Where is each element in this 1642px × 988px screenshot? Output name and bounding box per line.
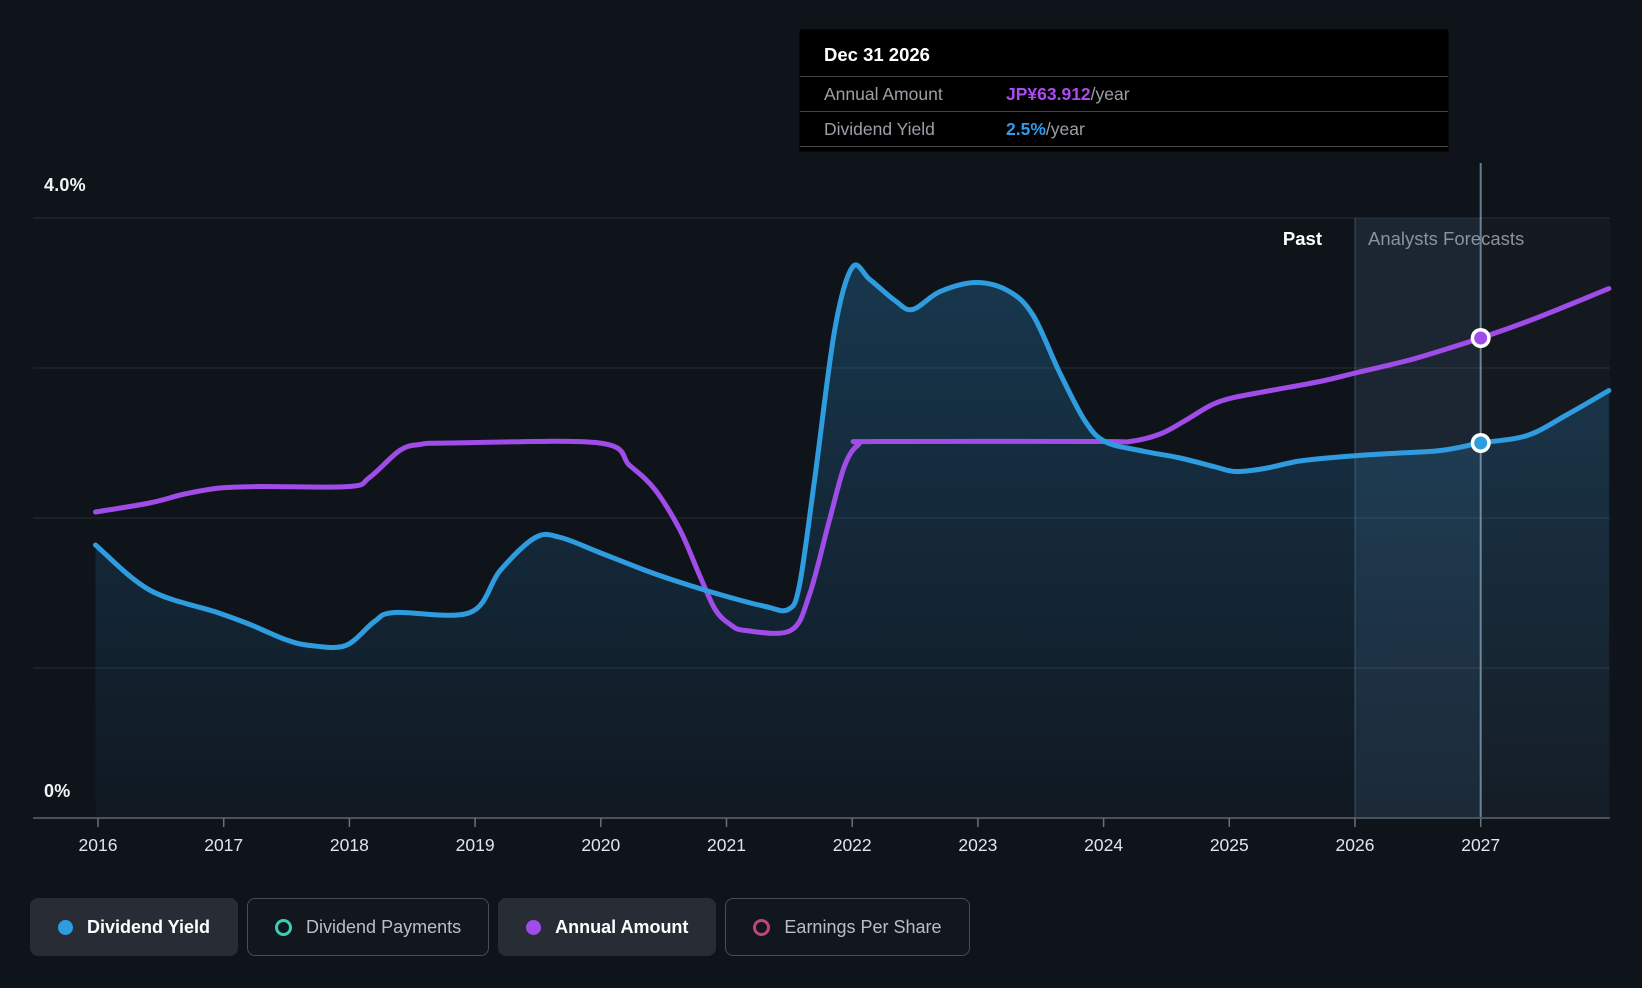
x-axis-label-2017: 2017 [204,835,243,855]
past-label: Past [1282,228,1322,249]
x-axis-label-2016: 2016 [79,835,118,855]
annual-amount-hover-marker[interactable] [1474,331,1488,345]
x-axis-label-2025: 2025 [1210,835,1249,855]
legend-label: Annual Amount [555,916,689,937]
dividend-payments-ring-icon [275,918,293,936]
legend-label: Earnings Per Share [784,916,942,937]
x-axis-label-2018: 2018 [330,835,369,855]
tooltip-row-unit: /year [1090,83,1130,104]
y-axis-bottom-label: 0% [44,781,71,801]
dividend-yield-area-fill [95,264,1609,817]
dividend-chart-canvas[interactable]: 2016 2017 2018 2019 2020 2021 2022 2023 2024 2025… [0,0,1642,856]
tooltip-row-value: 2.5% [1006,118,1046,139]
y-axis-top-label: 4.0% [44,175,86,195]
x-axis-label-2026: 2026 [1336,835,1375,855]
legend-button-earnings-per-share[interactable]: Earnings Per Share [725,898,970,956]
tooltip-row-dividend-yield: Dividend Yield 2.5%/year [800,111,1448,147]
earnings-per-share-ring-icon [753,918,771,936]
chart-tooltip: Dec 31 2026 Annual Amount JP¥63.912/year D… [800,30,1448,151]
x-axis-label-2023: 2023 [958,835,997,855]
tooltip-row-label: Annual Amount [824,83,943,104]
dividend-yield-dot-icon [58,919,73,935]
x-axis-label-2021: 2021 [707,835,746,855]
x-axis-label-2019: 2019 [456,835,495,855]
annual-amount-dot-icon [526,919,542,935]
legend-button-annual-amount[interactable]: Annual Amount [498,898,717,956]
legend-label: Dividend Yield [87,916,211,937]
annual-amount-line[interactable] [93,286,1612,636]
chart-legend: Dividend Yield Dividend Payments Annual Am… [30,898,970,956]
tooltip-rows: Annual Amount JP¥63.912/year Dividend Yiel… [800,76,1448,147]
tooltip-row-annual-amount: Annual Amount JP¥63.912/year [800,76,1448,111]
legend-button-dividend-yield[interactable]: Dividend Yield [30,898,239,956]
x-axis-label-2027: 2027 [1461,835,1500,855]
x-axis-label-2024: 2024 [1084,835,1123,855]
dividend-yield-line[interactable] [93,262,1612,651]
tooltip-row-unit: /year [1045,118,1085,139]
legend-button-dividend-payments[interactable]: Dividend Payments [247,898,490,956]
legend-label: Dividend Payments [306,916,462,937]
x-axis-label-2020: 2020 [581,835,620,855]
tooltip-date: Dec 31 2026 [824,44,930,65]
tooltip-row-label: Dividend Yield [824,118,935,139]
analysts-forecasts-label: Analysts Forecasts [1368,228,1525,249]
tooltip-row-value: JP¥63.912 [1006,83,1091,104]
dividend-yield-hover-marker[interactable] [1474,436,1488,450]
x-axis-label-2022: 2022 [833,835,872,855]
